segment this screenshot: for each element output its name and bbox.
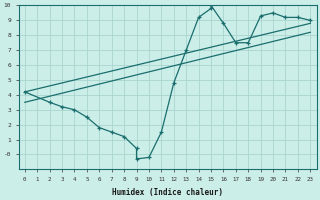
X-axis label: Humidex (Indice chaleur): Humidex (Indice chaleur) — [112, 188, 223, 197]
